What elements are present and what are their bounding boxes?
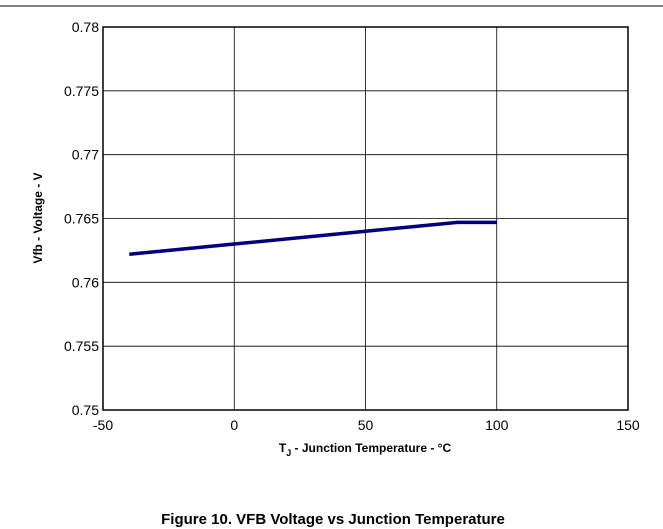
x-label-sub: J (286, 448, 291, 458)
data-line (129, 220, 497, 256)
y-axis-label: Vfb - Voltage - V (31, 172, 45, 263)
y-tick-label: 0.75 (72, 402, 99, 418)
plot-frame (102, 26, 629, 411)
y-tick-label: 0.775 (64, 83, 99, 99)
x-label-main: T (279, 441, 287, 455)
x-tick-label: 0 (230, 417, 238, 433)
caption: Figure 10. VFB Voltage vs Junction Tempe… (161, 511, 505, 528)
y-tick-label: 0.755 (64, 338, 99, 354)
y-tick-label: 0.76 (72, 274, 99, 290)
x-tick-label: 150 (616, 417, 640, 433)
x-tick-label: -50 (93, 417, 113, 433)
y-tick-label: 0.765 (64, 211, 99, 227)
x-tick-label: 100 (485, 417, 509, 433)
y-tick-label: 0.77 (72, 147, 99, 163)
x-label-rest: - Junction Temperature - °C (291, 441, 451, 455)
y-tick-label: 0.78 (72, 19, 99, 35)
x-axis-label: TJ - Junction Temperature - °C (279, 441, 452, 458)
x-tick-label: 50 (358, 417, 374, 433)
